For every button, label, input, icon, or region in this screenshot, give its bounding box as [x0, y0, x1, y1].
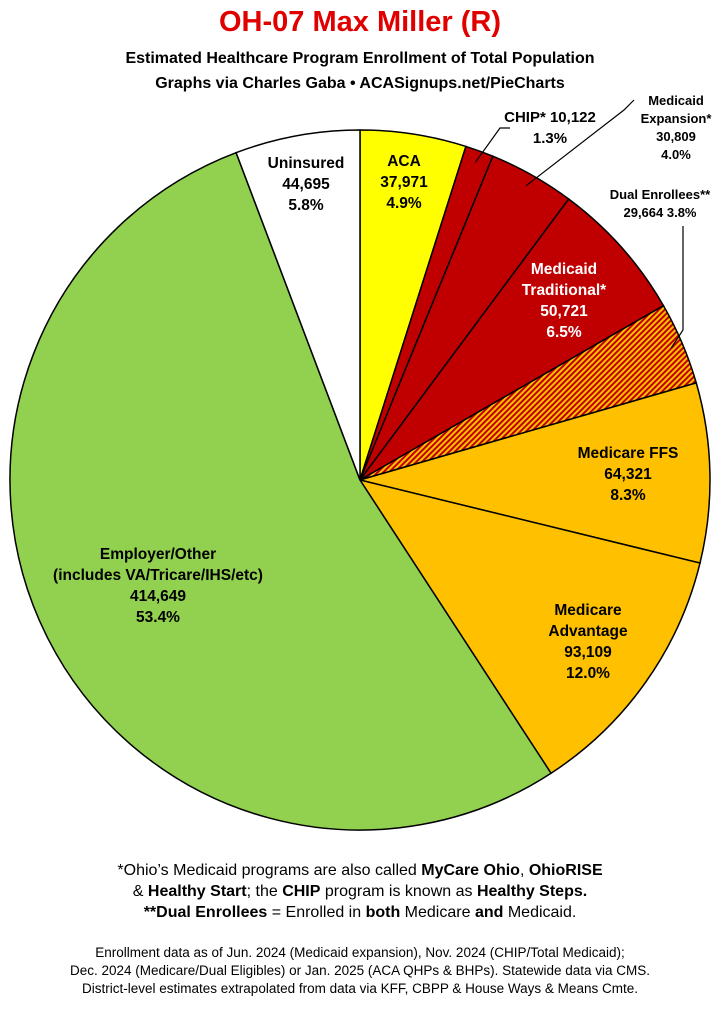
footnote-medicaid-names: *Ohio’s Medicaid programs are also calle…	[117, 862, 603, 879]
chart-subtitle: Estimated Healthcare Program Enrollment …	[125, 50, 595, 67]
label-medicare-advantage-1: Medicare	[554, 602, 622, 619]
label-chip-2: 1.3%	[533, 130, 567, 147]
label-uninsured-1: Uninsured	[268, 155, 345, 172]
label-dual-enrollees-2: 29,664 3.8%	[623, 205, 696, 220]
label-medicare-ffs-1: Medicare FFS	[578, 445, 679, 462]
label-aca-1: ACA	[387, 153, 421, 170]
label-uninsured-2: 44,695	[282, 176, 330, 193]
label-medicare-advantage-2: Advantage	[548, 623, 628, 640]
source-note-2: Dec. 2024 (Medicare/Dual Eligibles) or J…	[70, 963, 650, 978]
pie-slice-medicare-advantage	[358, 478, 701, 775]
leader-line-medicaid-expansion	[525, 99, 635, 187]
label-aca-2: 37,971	[380, 174, 428, 191]
leader-line-chip	[474, 127, 510, 163]
label-medicaid-traditional-2: Traditional*	[522, 282, 607, 299]
label-aca-3: 4.9%	[386, 195, 422, 212]
label-medicaid-expansion-4: 4.0%	[661, 147, 691, 162]
pie-slice-medicare-ffs	[357, 381, 711, 564]
label-medicare-advantage-4: 12.0%	[566, 665, 610, 682]
label-uninsured-3: 5.8%	[288, 197, 324, 214]
label-medicare-ffs-2: 64,321	[604, 466, 652, 483]
pie-slice-uninsured	[235, 129, 361, 481]
label-employer-other-2: (includes VA/Tricare/IHS/etc)	[53, 567, 263, 584]
pie-slice-medicaid-traditional	[359, 197, 665, 481]
leader-line-dual-enrollees	[670, 226, 684, 349]
label-medicare-advantage-3: 93,109	[564, 644, 612, 661]
label-medicare-ffs-3: 8.3%	[610, 487, 646, 504]
label-medicaid-expansion-1: Medicaid	[648, 93, 704, 108]
label-employer-other-3: 414,649	[130, 588, 186, 605]
chart-credit: Graphs via Charles Gaba • ACASignups.net…	[155, 75, 565, 92]
label-medicaid-traditional-4: 6.5%	[546, 324, 582, 341]
footnote-chip-name: & Healthy Start; the CHIP program is kno…	[132, 883, 588, 900]
label-medicaid-traditional-1: Medicaid	[531, 261, 597, 278]
label-medicaid-traditional-3: 50,721	[540, 303, 588, 320]
label-employer-other-1: Employer/Other	[100, 546, 216, 563]
source-note-3: District-level estimates extrapolated fr…	[82, 981, 638, 996]
label-employer-other-4: 53.4%	[136, 609, 180, 626]
pie-chart: ACA 37,971 4.9% CHIP* 10,122 1.3% Medicaid Exp…	[9, 93, 713, 831]
label-chip-1: CHIP* 10,122	[504, 109, 596, 126]
footnote-dual-enrollees: **Dual Enrollees = Enrolled in both Medi…	[143, 904, 577, 921]
pie-slice-employer-other	[9, 151, 553, 831]
label-medicaid-expansion-2: Expansion*	[641, 111, 713, 126]
label-medicaid-expansion-3: 30,809	[656, 129, 696, 144]
chart-title: OH-07 Max Miller (R)	[219, 6, 501, 38]
label-dual-enrollees-1: Dual Enrollees**	[610, 187, 711, 202]
source-note-1: Enrollment data as of Jun. 2024 (Medicai…	[95, 945, 625, 960]
